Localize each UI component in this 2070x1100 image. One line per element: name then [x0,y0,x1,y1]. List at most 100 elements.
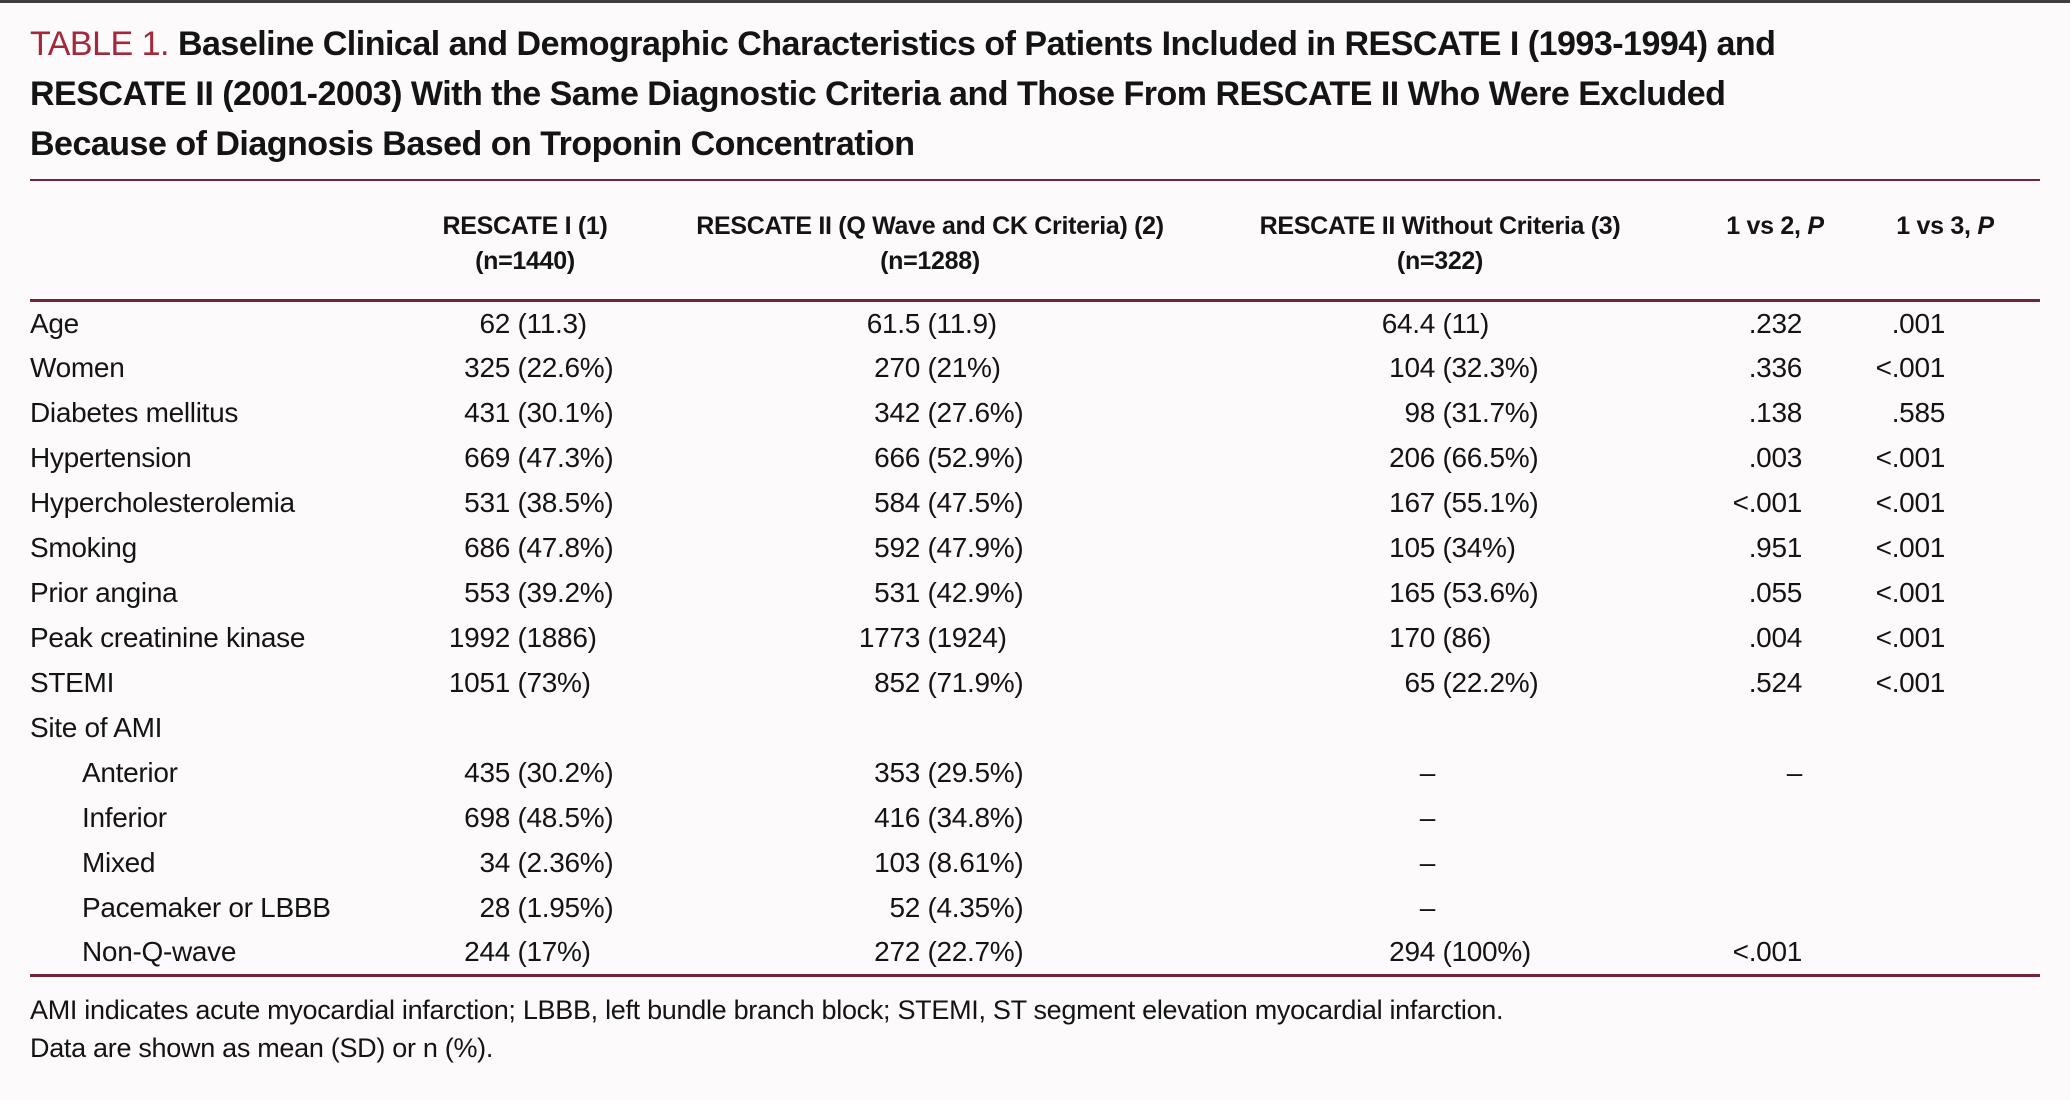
cell: 28 (1.95%) [479,892,614,923]
cell: <.001 [1875,442,1946,473]
table-row: Women 325 (22.6%) 270 (21%) 104 (32.3%) .336… [30,346,2040,391]
table-row: Non-Q-wave 244 (17%) 272 (22.7%) 294 (100%)… [30,931,2040,976]
cell: 852 (71.9%) [874,667,1024,698]
row-label: Inferior [82,802,167,833]
cell: 62 (11.3) [479,307,587,339]
row-label: Non-Q-wave [82,936,237,968]
cell: .004 [1748,622,1803,653]
table-body: Age 62 (11.3) 61.5 (11.9) 64.4 (11) .232 .001… [30,301,2040,976]
table-row: Hypertension 669 (47.3%) 666 (52.9%) 206 (6… [30,436,2040,481]
footnotes: AMI indicates acute myocardial infarctio… [30,991,2040,1067]
cell: <.001 [1875,622,1946,653]
table-row: Diabetes mellitus 431 (30.1%) 342 (27.6%) 9… [30,391,2040,436]
footnote-data-format: Data are shown as mean (SD) or n (%). [30,1033,494,1063]
cell: 34 (2.36%) [479,847,614,878]
row-label: Prior angina [30,577,178,608]
column-subheader: (n=1288) [880,247,980,275]
row-label: Women [30,352,125,383]
row-label: Site of AMI [30,712,163,743]
cell: 52 (4.35%) [889,892,1024,923]
row-label: Pacemaker or LBBB [82,892,331,923]
cell: 98 (31.7%) [1404,397,1539,428]
table-row: Age 62 (11.3) 61.5 (11.9) 64.4 (11) .232 .001 [30,301,2040,346]
cell [1700,796,1850,841]
cell [1180,706,1700,751]
table-row: Smoking 686 (47.8%) 592 (47.9%) 105 (34%) .9… [30,526,2040,571]
cell [680,706,1180,751]
cell: .336 [1748,352,1803,383]
cell: <.001 [1875,577,1946,608]
cell: – [1786,757,1803,788]
cell: 531 (38.5%) [464,487,614,518]
row-label: Peak creatinine kinase [30,622,306,653]
cell: .951 [1748,532,1803,563]
cell: 104 (32.3%) [1389,352,1539,383]
cell [1700,841,1850,886]
table-row: Prior angina 553 (39.2%) 531 (42.9%) 165 (5… [30,571,2040,616]
cell: <.001 [1875,532,1946,563]
row-label: Anterior [82,757,178,788]
header-row-subtitles: (n=1440) (n=1288) (n=322) [30,243,2040,301]
cell [1700,886,1850,931]
cell: <.001 [1875,352,1946,383]
cell: 61.5 (11.9) [866,307,997,339]
cell: .003 [1748,442,1803,473]
table-row: Hypercholesterolemia 531 (38.5%) 584 (47.5… [30,481,2040,526]
table-row: Anterior 435 (30.2%) 353 (29.5%) – – [30,751,2040,796]
row-label-subheader [30,243,370,301]
cell: <.001 [1732,487,1803,518]
cell: 65 (22.2%) [1404,667,1539,698]
cell [1850,751,2040,796]
row-label: Diabetes mellitus [30,397,239,428]
cell: 416 (34.8%) [874,802,1024,833]
cell: 165 (53.6%) [1389,577,1539,608]
characteristics-table: RESCATE I (1) RESCATE II (Q Wave and CK C… [30,181,2040,977]
cell: 698 (48.5%) [464,802,614,833]
column-header: 1 vs 2, P [1726,212,1824,240]
cell: 431 (30.1%) [464,397,614,428]
column-header: RESCATE I (1) [442,212,608,240]
cell: 270 (21%) [874,352,1001,383]
cell: 435 (30.2%) [464,757,614,788]
page-top-edge [0,0,2070,3]
column-subheader [1850,243,2040,301]
title-text-1: Baseline Clinical and Demographic Charac… [177,25,1776,63]
table-row: Pacemaker or LBBB 28 (1.95%) 52 (4.35%) – [30,886,2040,931]
cell: 206 (66.5%) [1389,442,1539,473]
cell: 353 (29.5%) [874,757,1024,788]
title-line-3: Because of Diagnosis Based on Troponin C… [30,125,915,163]
cell: 167 (55.1%) [1389,487,1539,518]
cell: 686 (47.8%) [464,532,614,563]
title-rule [30,179,2040,181]
cell: 244 (17%) [464,936,591,968]
cell: .055 [1748,577,1803,608]
cell: <.001 [1875,667,1946,698]
column-subheader [1700,243,1850,301]
cell: 1992 (1886) [448,622,597,653]
cell [1850,796,2040,841]
table-row: Mixed 34 (2.36%) 103 (8.61%) – [30,841,2040,886]
cell: 64.4 (11) [1381,307,1490,339]
header-row-titles: RESCATE I (1) RESCATE II (Q Wave and CK C… [30,181,2040,243]
cell: .232 [1748,307,1803,339]
cell: .001 [1891,307,1946,339]
table-title: TABLE 1. Baseline Clinical and Demograph… [30,19,2040,169]
column-header: RESCATE II (Q Wave and CK Criteria) (2) [696,212,1164,240]
row-label: Mixed [82,847,156,878]
cell: 342 (27.6%) [874,397,1024,428]
table-number-label: TABLE 1. [30,25,170,63]
cell: .138 [1748,397,1803,428]
cell: 553 (39.2%) [464,577,614,608]
row-label: STEMI [30,667,115,698]
column-header: RESCATE II Without Criteria (3) [1259,212,1621,240]
cell: 666 (52.9%) [874,442,1024,473]
cell [1850,931,2040,976]
row-label: Age [30,307,79,339]
cell: 592 (47.9%) [874,532,1024,563]
cell: 170 (86) [1389,622,1492,653]
cell: 584 (47.5%) [874,487,1024,518]
table-row: Inferior 698 (48.5%) 416 (34.8%) – [30,796,2040,841]
cell: 1773 (1924) [858,622,1007,653]
table-row: STEMI 1051 (73%) 852 (71.9%) 65 (22.2%) .524… [30,661,2040,706]
cell [1850,841,2040,886]
